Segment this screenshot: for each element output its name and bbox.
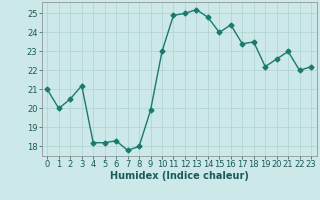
X-axis label: Humidex (Indice chaleur): Humidex (Indice chaleur) [110,171,249,181]
